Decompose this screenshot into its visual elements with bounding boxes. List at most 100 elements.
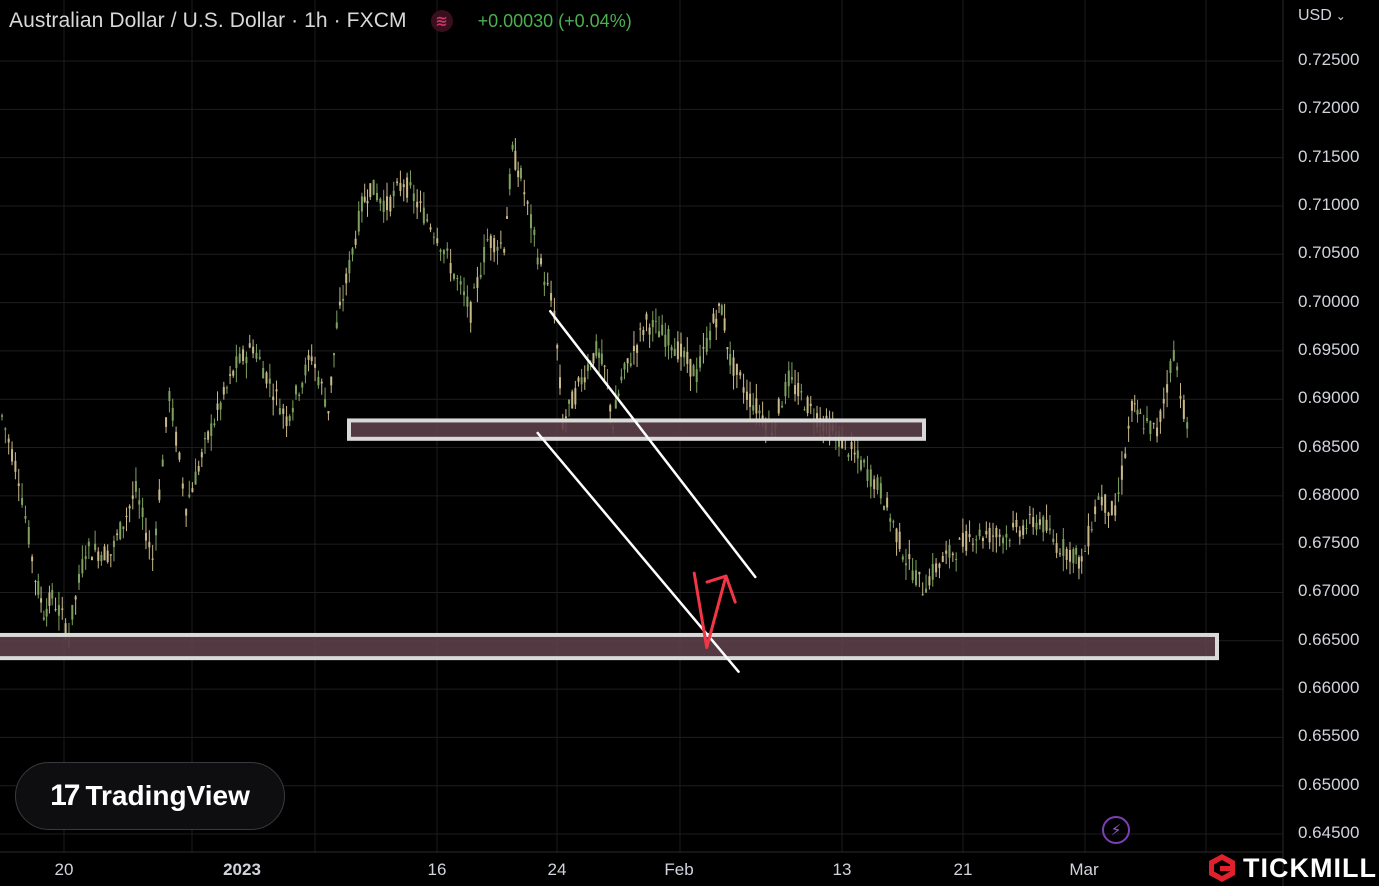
- candle-body: [648, 327, 651, 335]
- candle-body: [11, 449, 14, 462]
- candle-body: [1069, 550, 1072, 562]
- candle-body: [1179, 395, 1182, 399]
- candle-body: [379, 198, 382, 204]
- candle-body: [995, 527, 998, 538]
- candle-body: [7, 438, 10, 443]
- candle-body: [559, 377, 561, 389]
- candle-body: [288, 416, 291, 422]
- candle-body: [866, 469, 869, 481]
- tradingview-mark-icon: 17: [50, 779, 80, 812]
- candle-body: [595, 341, 598, 356]
- candle-body: [705, 337, 708, 352]
- price-tick-label: 0.65000: [1298, 774, 1360, 794]
- candle-body: [911, 570, 914, 581]
- candle-body: [803, 409, 806, 411]
- symbol-title[interactable]: Australian Dollar / U.S. Dollar · 1h · F…: [9, 9, 407, 32]
- candle-body: [4, 428, 7, 430]
- candle-body: [958, 538, 961, 540]
- candle-body: [148, 541, 151, 548]
- tradingview-logo[interactable]: 17 TradingView: [15, 762, 285, 830]
- candle-body: [128, 506, 131, 509]
- price-tick-label: 0.70500: [1298, 243, 1360, 263]
- candle-body: [1018, 530, 1021, 537]
- candle-body: [304, 364, 307, 376]
- candle-body: [948, 545, 951, 558]
- candle-body: [34, 581, 37, 583]
- candle-body: [81, 559, 84, 574]
- candle-body: [268, 378, 271, 384]
- candle-body: [1045, 519, 1048, 531]
- candle-body: [853, 452, 856, 455]
- candle-body: [859, 460, 862, 470]
- candle-body: [988, 527, 991, 543]
- candle-body: [1097, 496, 1100, 500]
- lightning-icon[interactable]: ⚡: [1102, 816, 1130, 844]
- candle-body: [1130, 400, 1133, 411]
- candle-body: [324, 399, 327, 407]
- candle-body: [229, 374, 232, 376]
- candle-body: [90, 557, 93, 560]
- candle-body: [935, 563, 938, 573]
- candle-body: [369, 183, 372, 198]
- candle-body: [57, 605, 60, 616]
- candle-body: [729, 354, 732, 366]
- candle-body: [426, 219, 429, 221]
- candle-body: [235, 356, 238, 368]
- candle-body: [119, 522, 122, 540]
- candle-body: [1035, 522, 1038, 530]
- candle-body: [489, 235, 492, 248]
- time-tick-label: 16: [427, 860, 447, 879]
- time-tick-label: 24: [547, 860, 567, 879]
- price-tick-label: 0.71500: [1298, 146, 1360, 166]
- candle-body: [175, 431, 178, 446]
- candle-body: [965, 531, 968, 551]
- candle-body: [1087, 525, 1090, 547]
- candle-body: [141, 507, 144, 518]
- candle-body: [683, 350, 686, 358]
- candle-body: [794, 385, 797, 395]
- candle-body: [787, 370, 790, 387]
- candle-body: [614, 400, 617, 409]
- candle-body: [225, 387, 228, 389]
- candle-body: [1146, 418, 1149, 421]
- candle-body: [463, 291, 466, 296]
- candle-body: [242, 349, 245, 361]
- candle-body: [275, 389, 278, 392]
- candle-body: [42, 617, 45, 620]
- candle-body: [473, 287, 476, 289]
- candle-body: [664, 334, 667, 347]
- candle-body: [869, 469, 872, 487]
- candle-body: [1162, 398, 1165, 404]
- candle-body: [1139, 412, 1142, 414]
- candle-body: [623, 363, 626, 370]
- candle-body: [449, 263, 452, 274]
- candle-body: [1133, 403, 1136, 405]
- candle-body: [546, 283, 549, 285]
- candle-body: [508, 173, 511, 190]
- projection-arrow: [692, 571, 737, 650]
- candle-body: [252, 346, 255, 354]
- candle-body: [258, 357, 261, 359]
- candle-body: [676, 341, 679, 360]
- tickmill-wordmark: TICKMILL: [1243, 852, 1377, 883]
- candle-body: [342, 298, 345, 301]
- candle-body: [330, 376, 333, 386]
- time-tick-label: Feb: [664, 860, 694, 879]
- candle-body: [219, 402, 222, 410]
- candle-body: [446, 248, 449, 251]
- time-tick-label: 13: [832, 860, 852, 879]
- candle-body: [27, 527, 30, 545]
- candle-body: [185, 509, 188, 516]
- candle-body: [207, 431, 210, 440]
- candle-body: [519, 168, 522, 179]
- price-tick-label: 0.66000: [1298, 678, 1360, 698]
- candle-body: [1169, 361, 1172, 373]
- currency-selector[interactable]: USD ⌄: [1298, 7, 1346, 25]
- price-tick-label: 0.68500: [1298, 436, 1360, 456]
- candle-body: [574, 388, 577, 405]
- candle-body: [571, 391, 574, 409]
- tilde-waves-icon[interactable]: ≋: [430, 10, 453, 32]
- candle-body: [742, 387, 745, 393]
- candle-body: [94, 543, 97, 550]
